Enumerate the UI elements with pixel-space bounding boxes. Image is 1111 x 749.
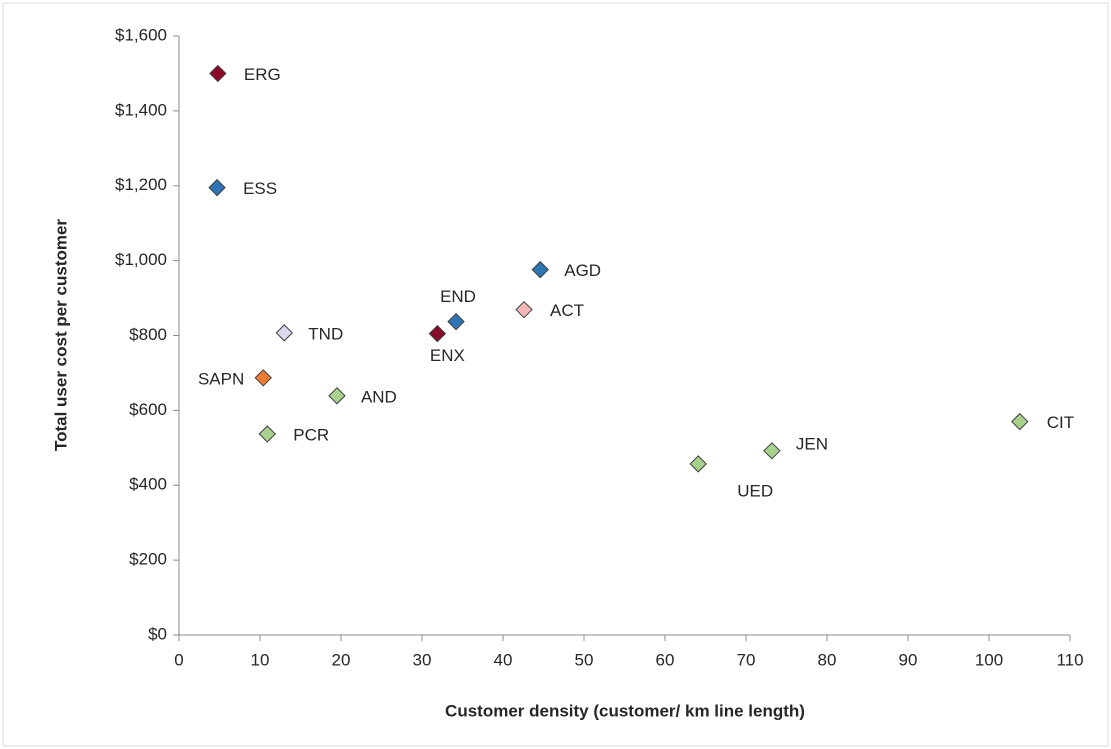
point-label: ACT [550, 301, 584, 320]
point [208, 178, 226, 197]
y-tick-label: $0 [148, 624, 167, 643]
point-label: END [440, 287, 476, 306]
point [258, 425, 276, 443]
y-tick-label: $800 [129, 325, 167, 344]
x-tick-label: 70 [737, 650, 756, 669]
y-tick-label: $1,600 [115, 25, 167, 44]
y-tick-label: $400 [129, 475, 167, 494]
y-tick-label: $200 [129, 550, 167, 569]
point-label: SAPN [198, 369, 244, 388]
point [275, 324, 294, 342]
x-tick-label: 80 [818, 650, 837, 669]
point [209, 64, 227, 83]
y-tick-label: $600 [129, 400, 167, 419]
point [689, 455, 707, 473]
point-label: ESS [243, 179, 277, 198]
x-tick-label: 60 [656, 650, 675, 669]
point [515, 300, 533, 319]
point [328, 387, 346, 405]
x-tick-label: 20 [332, 650, 351, 669]
x-tick-label: 0 [174, 650, 183, 669]
y-tick-label: $1,200 [115, 175, 167, 194]
x-tick-label: 50 [575, 650, 594, 669]
point-label: JEN [796, 434, 828, 453]
point-label: AGD [564, 261, 601, 280]
y-tick-label: $1,000 [115, 250, 167, 269]
x-tick-label: 10 [251, 650, 270, 669]
point-label: CIT [1047, 413, 1074, 432]
point [447, 312, 465, 331]
y-tick-label: $1,400 [115, 100, 167, 119]
x-tick-label: 40 [494, 650, 513, 669]
point-label: AND [361, 387, 397, 406]
x-tick-label: 90 [899, 650, 918, 669]
x-tick-label: 30 [413, 650, 432, 669]
point-label: UED [737, 481, 773, 500]
x-axis-title: Customer density (customer/ km line leng… [445, 701, 805, 720]
point [428, 324, 447, 343]
point [763, 442, 781, 460]
point [531, 260, 549, 279]
point-label: PCR [293, 425, 329, 444]
point [1011, 412, 1029, 431]
x-tick-label: 100 [975, 650, 1003, 669]
point-label: TND [308, 324, 343, 343]
point-label: ENX [430, 346, 465, 365]
point-label: ERG [244, 65, 281, 84]
x-tick-label: 110 [1056, 650, 1083, 669]
point [254, 369, 272, 387]
y-axis-title: Total user cost per customer [51, 219, 70, 451]
